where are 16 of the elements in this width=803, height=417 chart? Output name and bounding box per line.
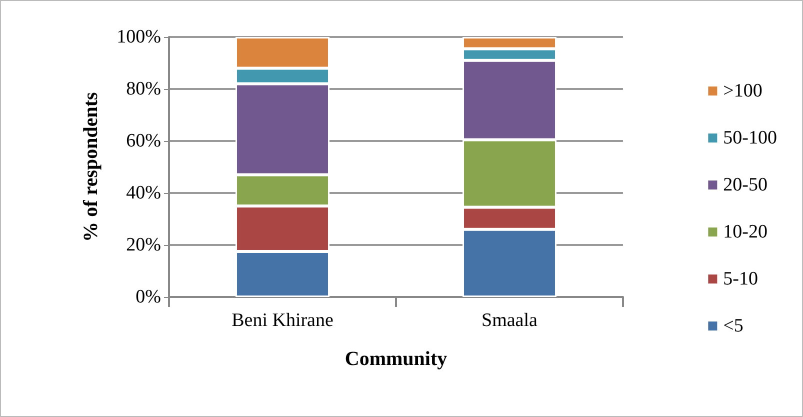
- y-tick-label: 80%: [126, 78, 162, 100]
- legend-label: 10-20: [723, 222, 768, 242]
- y-tick-label: 20%: [126, 234, 162, 256]
- x-tick-label: Beni Khirane: [232, 310, 334, 331]
- y-tick-label: 0%: [136, 286, 162, 308]
- x-tick-label: Smaala: [482, 310, 538, 331]
- legend-label: 5-10: [723, 268, 758, 290]
- y-tick-label: 60%: [126, 130, 162, 152]
- y-tick-label: 40%: [126, 182, 162, 204]
- legend-label: 50-100: [723, 128, 777, 148]
- x-axis-title: Community: [344, 348, 448, 370]
- legend-label: 20-50: [723, 174, 768, 196]
- legend-label: <5: [723, 316, 744, 336]
- y-axis-title: % of respondents: [80, 92, 102, 242]
- legend-label: >100: [723, 80, 762, 102]
- y-tick-label: 100%: [116, 26, 162, 48]
